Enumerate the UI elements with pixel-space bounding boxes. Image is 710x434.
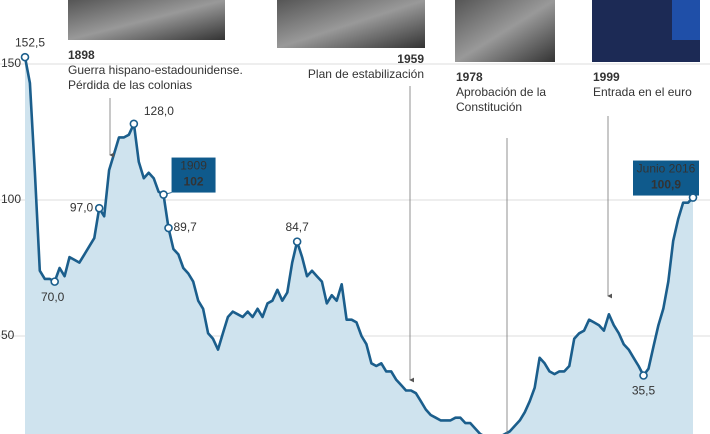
callout-box (171, 157, 216, 193)
data-label: 89,7 (173, 220, 197, 234)
event-text: Plan de estabilización (308, 67, 424, 81)
event-year: 1978 (456, 70, 483, 84)
point-marker (639, 371, 648, 380)
data-label: 128,0 (144, 104, 174, 118)
photo (672, 0, 700, 40)
y-tick-label: 50 (1, 328, 15, 342)
point-marker (159, 190, 168, 199)
y-tick-label: 100 (1, 192, 21, 206)
callout-title: 1909 (180, 159, 207, 173)
event-text: Guerra hispano-estadounidense. (68, 63, 243, 77)
event-year: 1898 (68, 48, 95, 62)
point-marker (688, 193, 698, 202)
event-text: Constitución (456, 100, 522, 114)
point-marker (94, 203, 104, 213)
point-marker (292, 237, 302, 246)
event-year: 1999 (593, 70, 620, 84)
area (25, 57, 693, 434)
photo (68, 0, 225, 40)
line (23, 56, 694, 434)
event-text: Aprobación de la (456, 85, 546, 99)
callout-box (633, 160, 699, 196)
point-marker (20, 52, 30, 62)
callout-value: 100,9 (651, 178, 681, 192)
data-label: 70,0 (41, 290, 65, 304)
photo (277, 0, 425, 48)
point-marker (164, 223, 173, 233)
data-label: 84,7 (285, 220, 309, 234)
point-marker (129, 119, 139, 129)
photo (455, 0, 555, 62)
event-year: 1959 (397, 52, 424, 66)
y-tick-label: 150 (1, 56, 21, 70)
data-label: 35,5 (632, 384, 656, 398)
callout-value: 102 (184, 175, 204, 189)
data-label: 97,0 (70, 200, 94, 214)
event-text: Pérdida de las colonias (68, 78, 192, 92)
point-marker (50, 277, 59, 286)
data-label: 152,5 (15, 35, 45, 49)
callout-title: Junio 2016 (637, 162, 696, 176)
event-text: Entrada en el euro (593, 85, 692, 99)
